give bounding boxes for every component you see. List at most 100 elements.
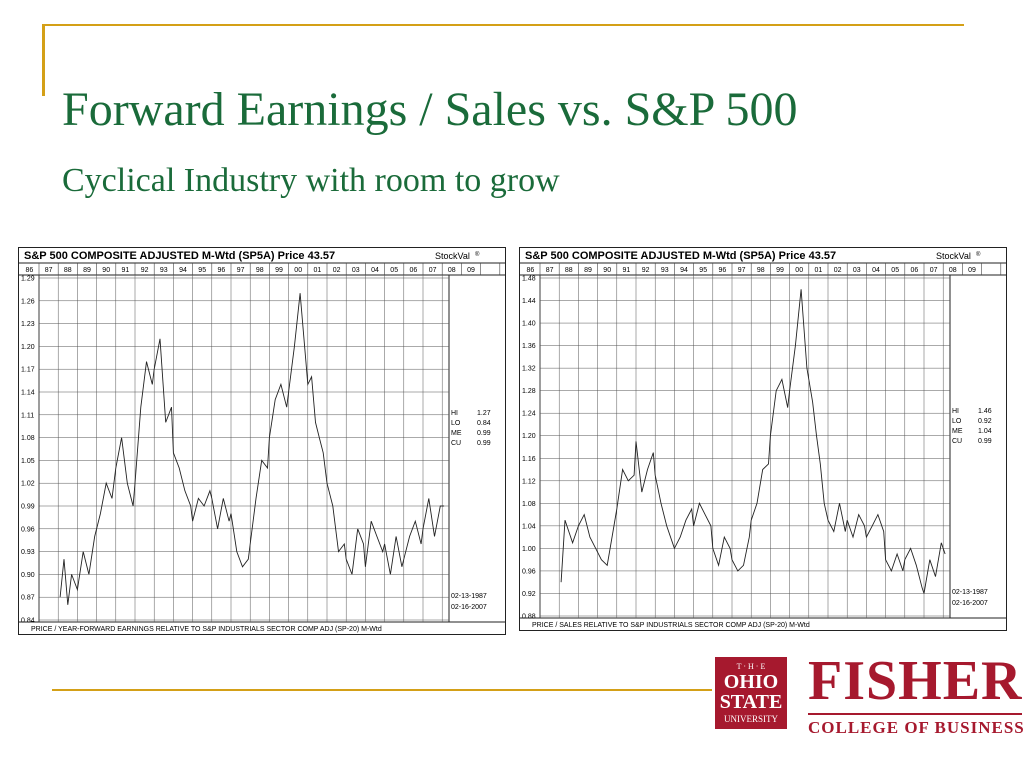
decorative-top-line	[42, 24, 964, 26]
y-tick-label: 1.02	[21, 481, 35, 488]
data-series-line	[59, 293, 445, 605]
year-tick-label: 88	[64, 267, 72, 274]
year-tick-label: 97	[738, 267, 746, 274]
year-tick-label: 08	[949, 267, 957, 274]
y-tick-label: 0.87	[21, 595, 35, 602]
y-tick-label: 1.28	[522, 388, 536, 395]
year-tick-label: 05	[390, 267, 398, 274]
stat-value: 1.04	[978, 428, 992, 435]
pe-relative-chart: S&P 500 COMPOSITE ADJUSTED M-Wtd (SP5A) …	[18, 247, 506, 635]
year-tick-label: 90	[102, 267, 110, 274]
chart-header: S&P 500 COMPOSITE ADJUSTED M-Wtd (SP5A) …	[525, 250, 836, 262]
y-tick-label: 0.90	[21, 572, 35, 579]
chart-header: S&P 500 COMPOSITE ADJUSTED M-Wtd (SP5A) …	[24, 250, 335, 262]
year-tick-label: 95	[699, 267, 707, 274]
year-tick-label: 99	[275, 267, 283, 274]
y-tick-label: 1.00	[522, 546, 536, 553]
year-tick-label: 87	[45, 267, 53, 274]
stat-value: 0.92	[978, 418, 992, 425]
y-tick-label: 1.17	[21, 367, 35, 374]
year-tick-label: 06	[410, 267, 418, 274]
y-tick-label: 1.40	[522, 321, 536, 328]
ohio-state-logo-mark: T · H · E OHIO STATE UNIVERSITY	[720, 662, 783, 724]
fisher-logo-subtitle: COLLEGE OF BUSINESS	[808, 718, 1024, 737]
osu-logo-line1: T · H · E	[737, 662, 766, 671]
y-tick-label: 0.92	[522, 591, 536, 598]
date-range-end: 02-16-2007	[451, 604, 487, 611]
year-tick-label: 96	[719, 267, 727, 274]
year-tick-label: 86	[26, 267, 34, 274]
year-tick-label: 03	[853, 267, 861, 274]
chart-source-mark: ®	[976, 251, 981, 258]
y-tick-label: 1.14	[21, 390, 35, 397]
year-tick-label: 00	[294, 267, 302, 274]
slide-subtitle: Cyclical Industry with room to grow	[62, 162, 560, 199]
stat-value: 0.99	[477, 430, 491, 437]
date-range-start: 02-13-1987	[952, 589, 988, 596]
chart-source-label: StockVal	[936, 251, 971, 261]
stat-label: HI	[451, 410, 458, 417]
decorative-vertical-line	[42, 24, 45, 96]
year-tick-label: 09	[467, 267, 475, 274]
year-tick-label: 91	[623, 267, 631, 274]
stat-label: ME	[952, 428, 963, 435]
y-tick-label: 0.84	[21, 618, 35, 625]
year-tick-label: 96	[218, 267, 226, 274]
date-range-end: 02-16-2007	[952, 600, 988, 607]
year-tick-label: 90	[603, 267, 611, 274]
year-tick-label: 00	[795, 267, 803, 274]
year-tick-label: 04	[872, 267, 880, 274]
chart-footer: PRICE / SALES RELATIVE TO S&P INDUSTRIAL…	[532, 622, 810, 629]
year-tick-label: 88	[565, 267, 573, 274]
osu-logo-line3: STATE	[720, 691, 783, 713]
stat-value: 1.27	[477, 410, 491, 417]
y-tick-label: 1.20	[21, 344, 35, 351]
year-tick-label: 87	[546, 267, 554, 274]
fisher-logo-name: FISHER	[808, 650, 1023, 712]
stat-value: 1.46	[978, 408, 992, 415]
osu-logo-line4: UNIVERSITY	[724, 714, 778, 724]
year-tick-label: 86	[527, 267, 535, 274]
chart-footer: PRICE / YEAR-FORWARD EARNINGS RELATIVE T…	[31, 626, 382, 633]
fisher-logo: FISHER COLLEGE OF BUSINESS	[808, 651, 1024, 738]
year-tick-label: 94	[680, 267, 688, 274]
stat-label: CU	[952, 438, 962, 445]
year-tick-label: 08	[448, 267, 456, 274]
y-tick-label: 1.26	[21, 298, 35, 305]
year-tick-label: 99	[776, 267, 784, 274]
year-tick-label: 92	[642, 267, 650, 274]
decorative-bottom-line	[52, 689, 712, 691]
y-tick-label: 0.88	[522, 614, 536, 621]
chart-svg: S&P 500 COMPOSITE ADJUSTED M-Wtd (SP5A) …	[520, 250, 1006, 629]
y-tick-label: 1.08	[522, 501, 536, 508]
year-tick-label: 89	[83, 267, 91, 274]
year-tick-label: 98	[757, 267, 765, 274]
stat-label: CU	[451, 440, 461, 447]
stat-value: 0.99	[978, 438, 992, 445]
y-tick-label: 1.29	[21, 276, 35, 283]
year-tick-label: 04	[371, 267, 379, 274]
stat-label: LO	[952, 418, 962, 425]
y-tick-label: 1.05	[21, 458, 35, 465]
y-tick-label: 0.96	[522, 568, 536, 575]
y-tick-label: 1.32	[522, 366, 536, 373]
year-tick-label: 02	[834, 267, 842, 274]
stat-label: HI	[952, 408, 959, 415]
year-tick-label: 07	[429, 267, 437, 274]
year-tick-label: 05	[891, 267, 899, 274]
year-tick-label: 94	[179, 267, 187, 274]
year-tick-label: 98	[256, 267, 264, 274]
y-tick-label: 1.48	[522, 276, 536, 283]
y-tick-label: 1.24	[522, 411, 536, 418]
chart-source-mark: ®	[475, 251, 480, 258]
year-tick-label: 06	[911, 267, 919, 274]
stat-label: ME	[451, 430, 462, 437]
data-series-line	[560, 289, 946, 594]
osu-logo-line2: OHIO	[724, 671, 778, 693]
fisher-logo-divider	[808, 713, 1022, 715]
y-tick-label: 1.16	[522, 456, 536, 463]
year-tick-label: 02	[333, 267, 341, 274]
stat-label: LO	[451, 420, 461, 427]
ohio-state-logo: T · H · E OHIO STATE UNIVERSITY	[715, 657, 787, 729]
year-tick-label: 91	[122, 267, 130, 274]
